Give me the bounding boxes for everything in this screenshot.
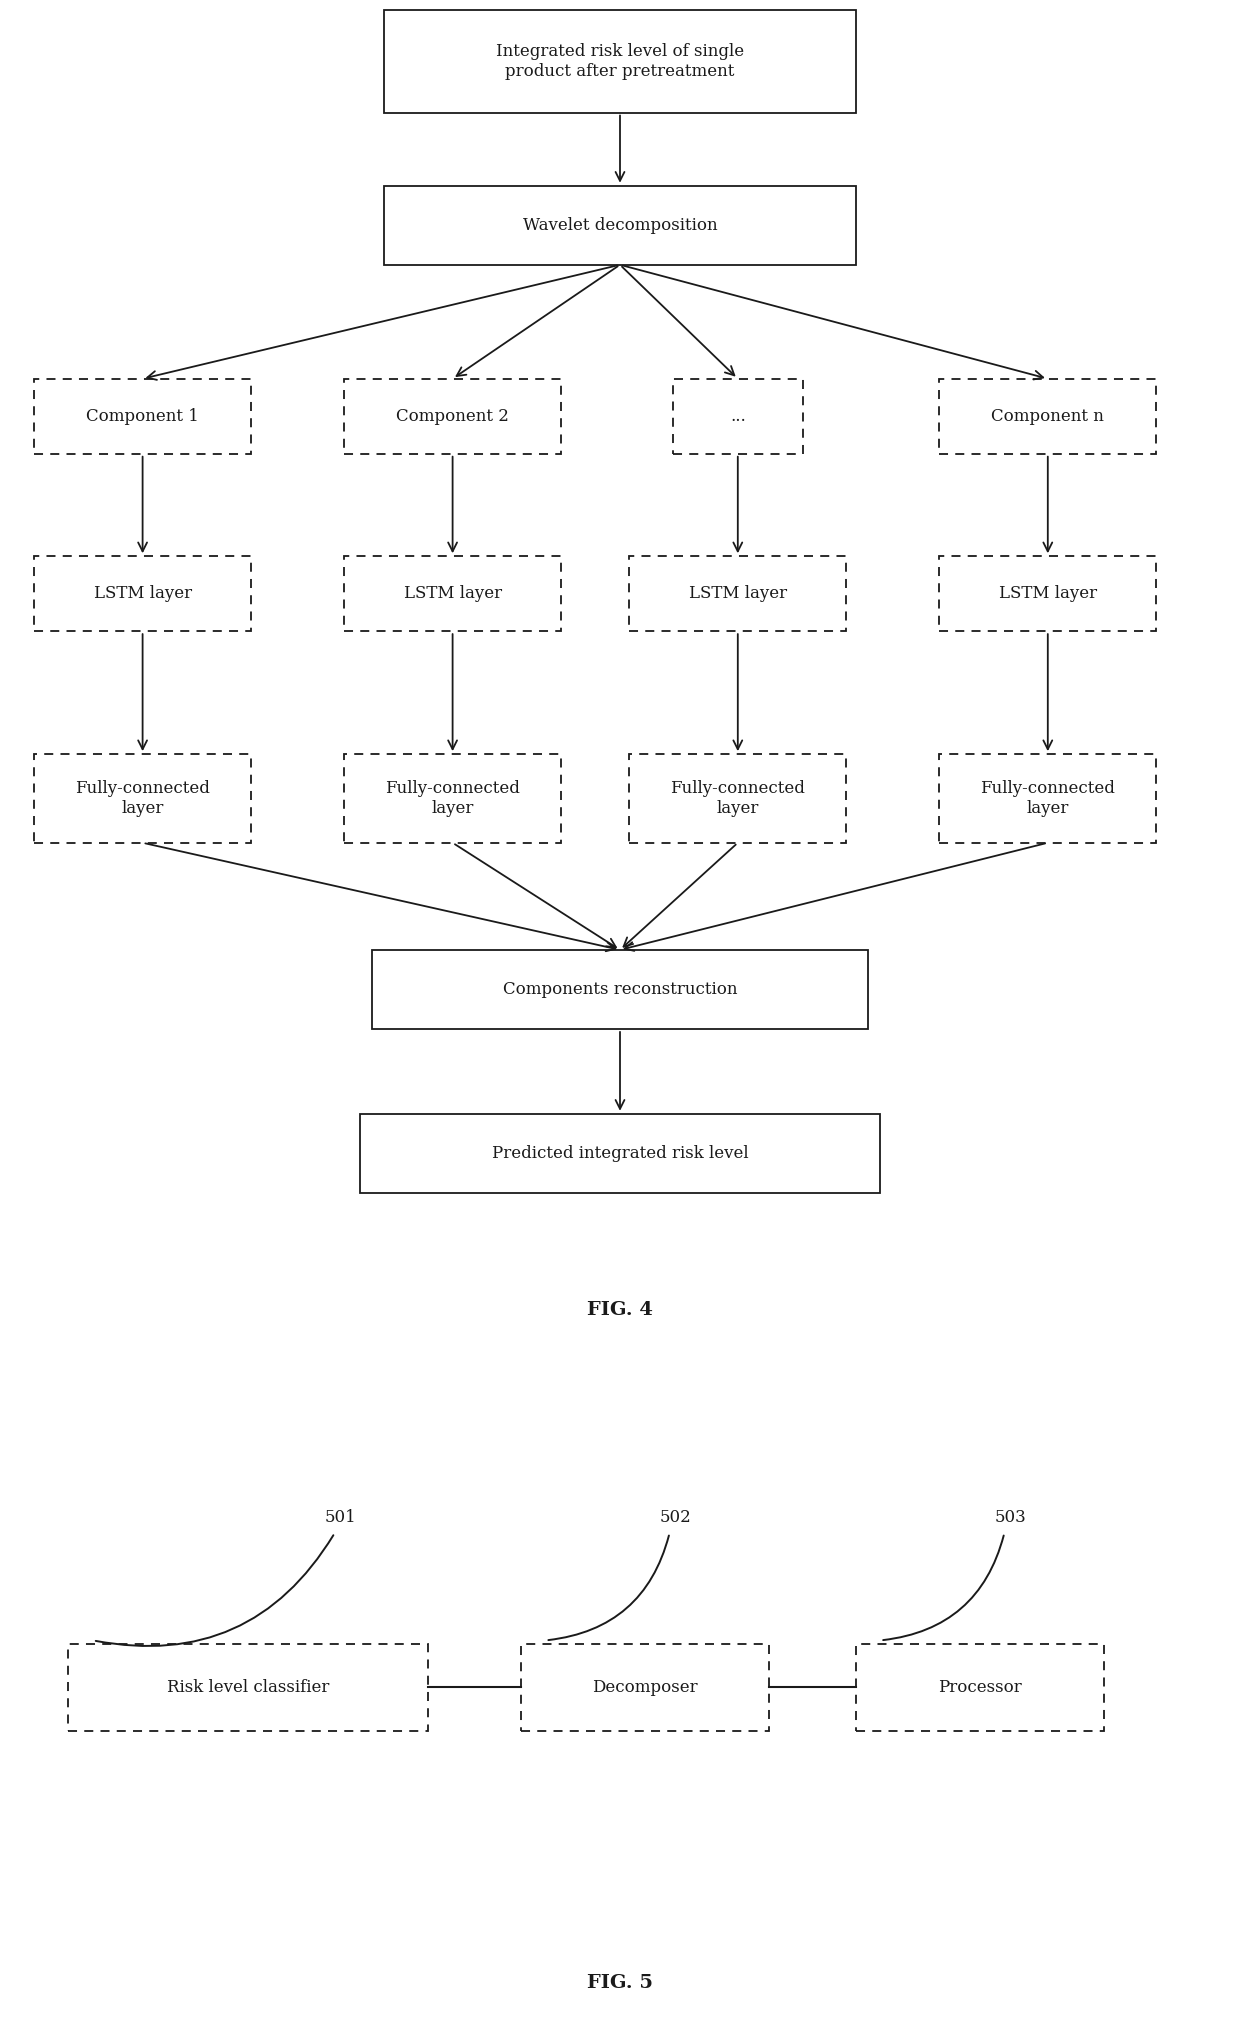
Text: Component 1: Component 1 [86, 407, 200, 426]
Text: Components reconstruction: Components reconstruction [502, 982, 738, 998]
Text: ...: ... [730, 407, 745, 426]
Text: FIG. 5: FIG. 5 [587, 1974, 653, 1992]
Text: Decomposer: Decomposer [591, 1678, 698, 1697]
Text: Component 2: Component 2 [396, 407, 510, 426]
FancyBboxPatch shape [343, 754, 560, 843]
Text: Fully-connected
layer: Fully-connected layer [671, 780, 805, 817]
FancyBboxPatch shape [629, 556, 846, 631]
FancyBboxPatch shape [360, 1114, 880, 1194]
FancyBboxPatch shape [521, 1644, 769, 1731]
FancyBboxPatch shape [856, 1644, 1104, 1731]
Text: 502: 502 [660, 1509, 692, 1526]
FancyBboxPatch shape [343, 556, 560, 631]
Text: Wavelet decomposition: Wavelet decomposition [523, 216, 717, 234]
FancyBboxPatch shape [35, 379, 250, 454]
FancyBboxPatch shape [940, 379, 1156, 454]
FancyBboxPatch shape [940, 556, 1156, 631]
FancyArrowPatch shape [548, 1536, 668, 1640]
Text: LSTM layer: LSTM layer [688, 585, 787, 603]
Text: Fully-connected
layer: Fully-connected layer [76, 780, 210, 817]
Text: Integrated risk level of single
product after pretreatment: Integrated risk level of single product … [496, 43, 744, 79]
FancyArrowPatch shape [95, 1536, 334, 1646]
FancyBboxPatch shape [672, 379, 804, 454]
Text: Component n: Component n [991, 407, 1105, 426]
FancyBboxPatch shape [384, 185, 856, 265]
FancyBboxPatch shape [372, 949, 868, 1029]
Text: Risk level classifier: Risk level classifier [167, 1678, 329, 1697]
Text: 501: 501 [325, 1509, 357, 1526]
FancyBboxPatch shape [940, 754, 1156, 843]
FancyBboxPatch shape [68, 1644, 428, 1731]
FancyArrowPatch shape [883, 1536, 1003, 1640]
Text: LSTM layer: LSTM layer [93, 585, 192, 603]
Text: Predicted integrated risk level: Predicted integrated risk level [492, 1145, 748, 1161]
Text: 503: 503 [994, 1509, 1027, 1526]
Text: Fully-connected
layer: Fully-connected layer [981, 780, 1115, 817]
FancyBboxPatch shape [629, 754, 846, 843]
Text: LSTM layer: LSTM layer [998, 585, 1097, 603]
FancyBboxPatch shape [384, 10, 856, 112]
Text: LSTM layer: LSTM layer [403, 585, 502, 603]
Text: FIG. 4: FIG. 4 [587, 1302, 653, 1320]
Text: Fully-connected
layer: Fully-connected layer [386, 780, 520, 817]
FancyBboxPatch shape [343, 379, 560, 454]
Text: Processor: Processor [937, 1678, 1022, 1697]
FancyBboxPatch shape [35, 754, 250, 843]
FancyBboxPatch shape [35, 556, 250, 631]
